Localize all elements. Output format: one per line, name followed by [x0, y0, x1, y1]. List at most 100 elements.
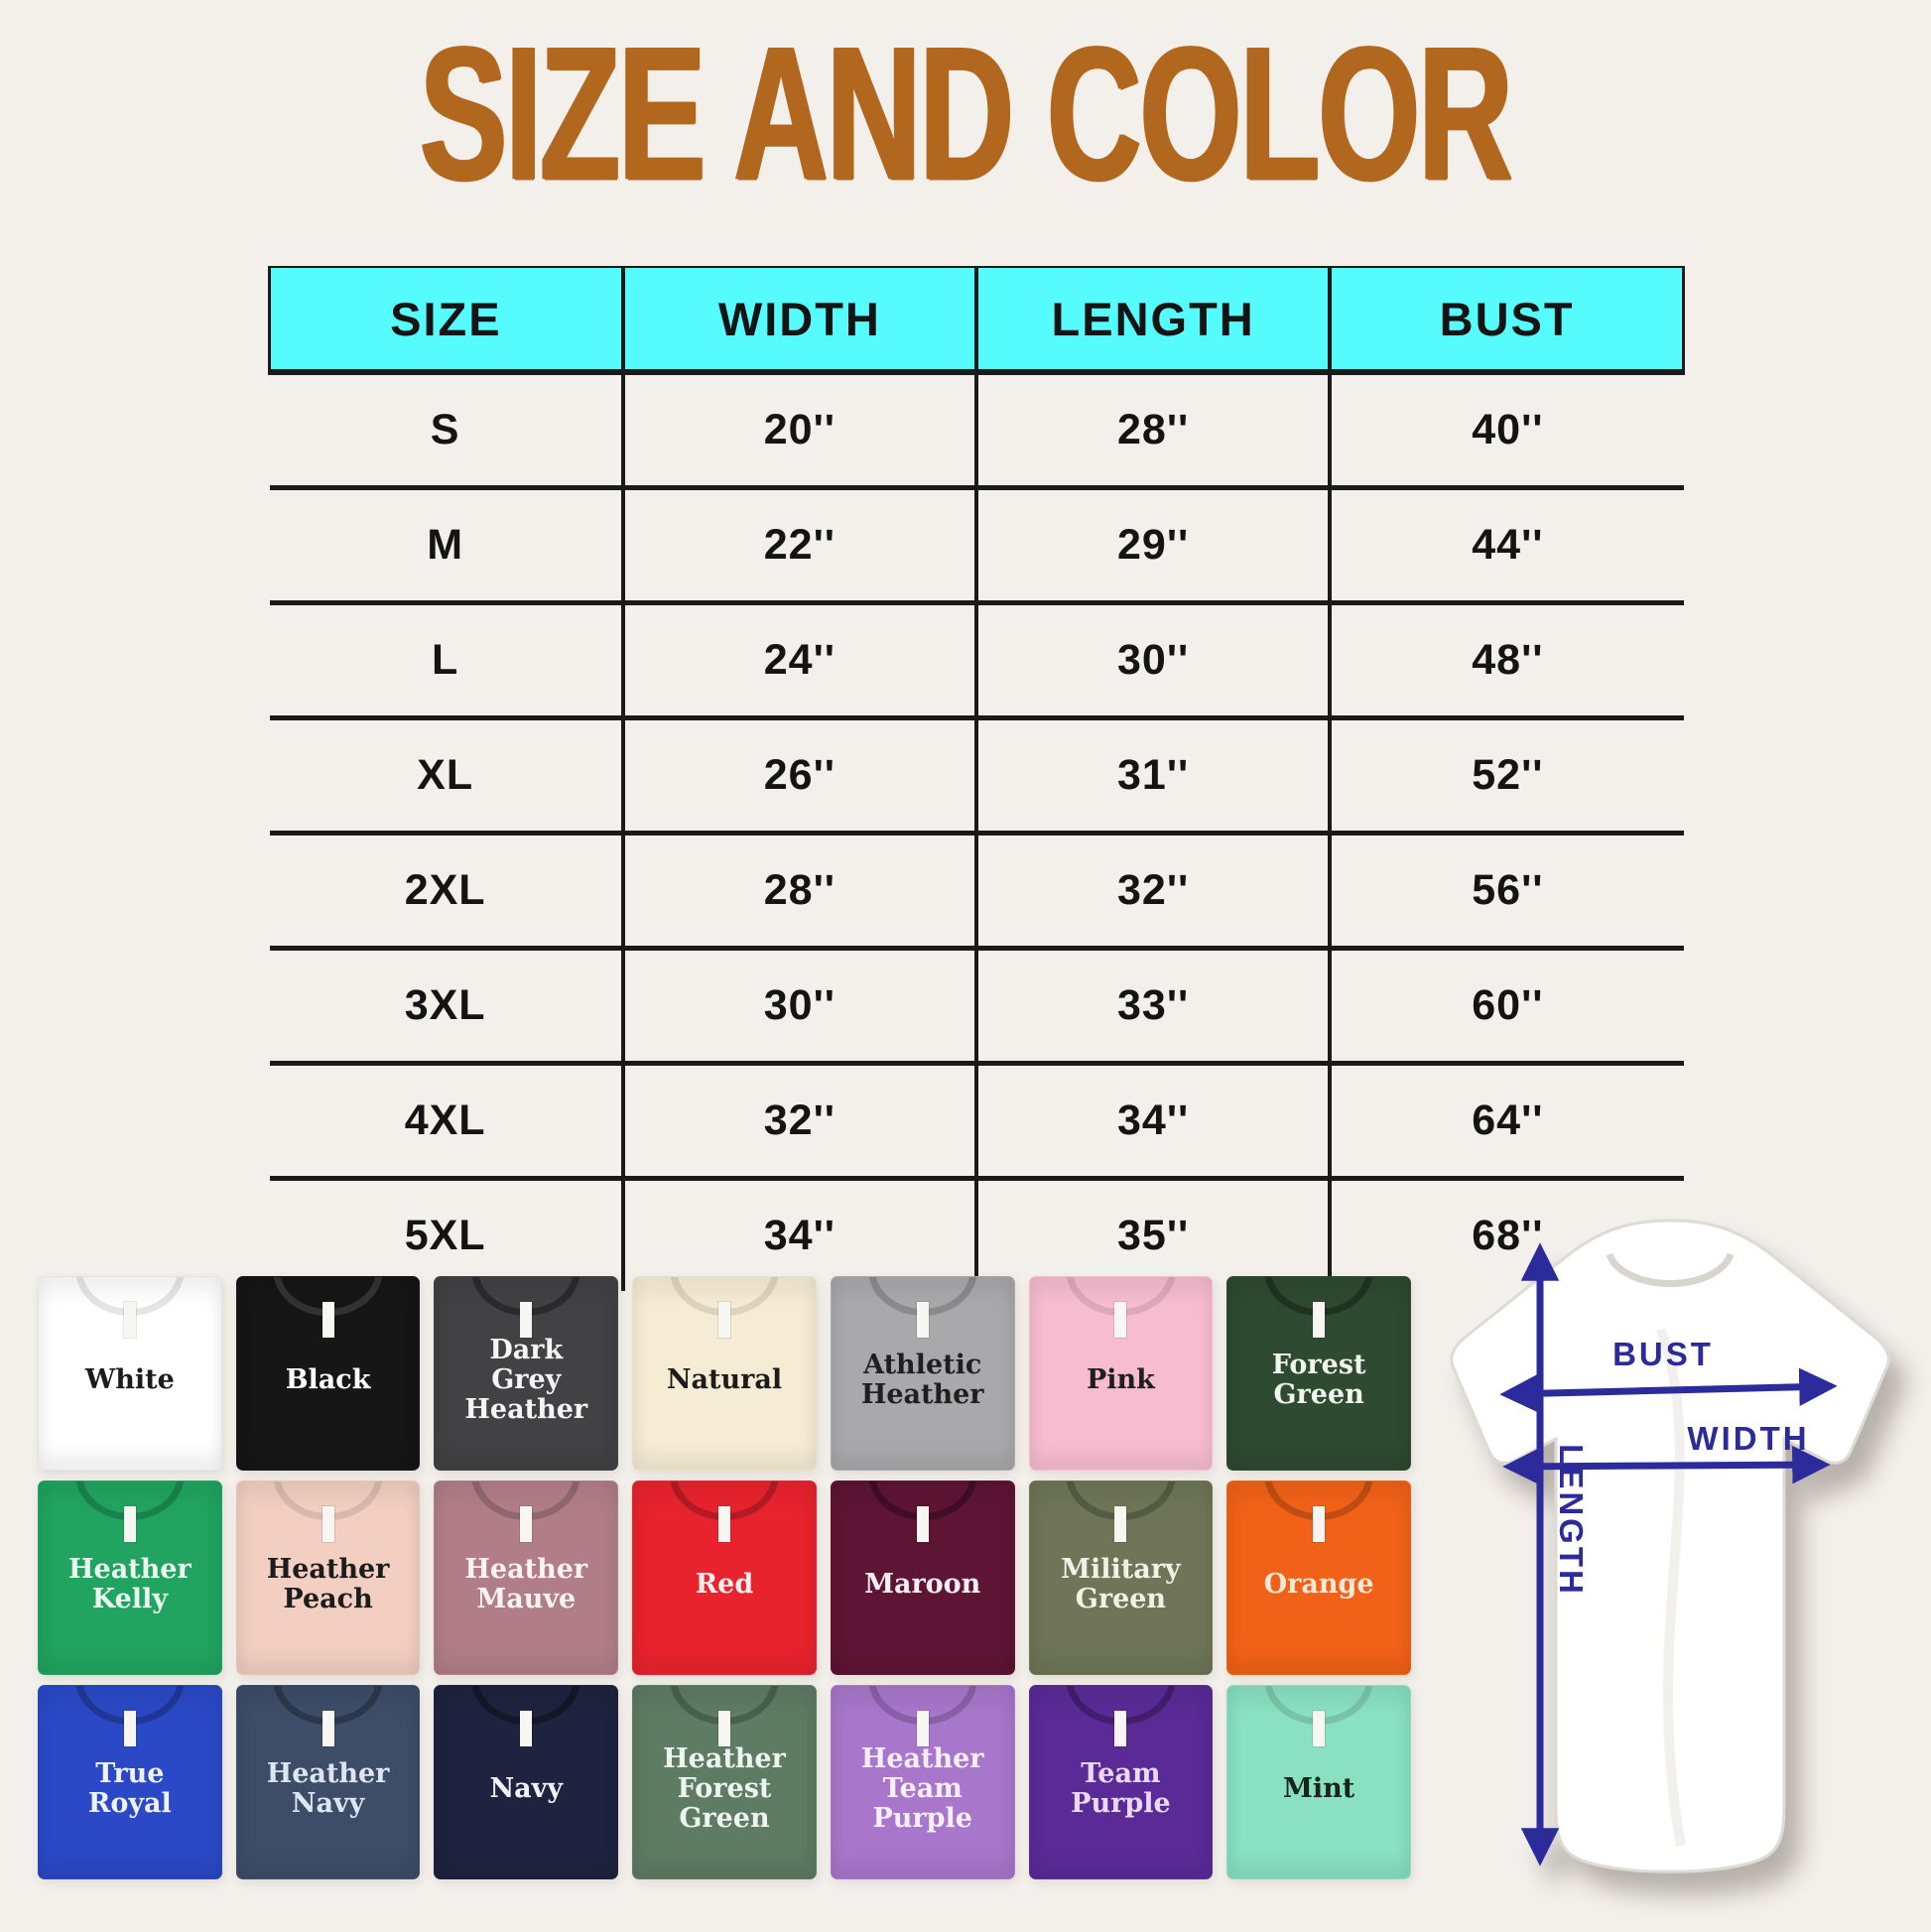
color-swatch-dark-grey-heather: Dark Grey Heather	[434, 1276, 619, 1471]
color-name-label: Heather Forest Green	[663, 1742, 786, 1835]
width-arrow	[1502, 1445, 1831, 1486]
size-chart-header: SIZE WIDTH LENGTH BUST	[267, 266, 1686, 372]
color-swatch-orange: Orange	[1226, 1481, 1411, 1675]
color-name-label: Red	[695, 1569, 754, 1601]
color-swatch-true-royal: True Royal	[38, 1685, 222, 1879]
size-label: 2XL	[404, 866, 486, 914]
size-row-2xl: 2XL 28'' 32'' 56''	[269, 833, 1684, 949]
folded-shirt-swatch: Forest Green	[1226, 1276, 1411, 1471]
measurement-value: 32''	[973, 833, 1331, 949]
folded-shirt-swatch: White	[38, 1276, 222, 1471]
color-name-label: Team Purple	[1071, 1758, 1171, 1820]
folded-shirt-swatch: Team Purple	[1028, 1685, 1214, 1879]
width-label: WIDTH	[1687, 1420, 1809, 1457]
color-name-label: White	[84, 1364, 175, 1396]
measurement-value: 32''	[620, 1063, 976, 1179]
color-swatch-mint: Mint	[1226, 1685, 1411, 1879]
measurement-value: 24''	[620, 602, 976, 718]
size-label: M	[427, 521, 464, 569]
folded-shirt-swatch: Pink	[1028, 1276, 1214, 1471]
measurement-value: 31''	[973, 717, 1331, 834]
measurement-value: 22''	[620, 487, 976, 603]
measurement-value: 56''	[1328, 833, 1684, 949]
color-swatch-heather-team-purple: Heather Team Purple	[830, 1685, 1015, 1879]
measurement-value: 40''	[1328, 372, 1684, 488]
color-swatch-heather-navy: Heather Navy	[235, 1685, 421, 1879]
page-title: SIZE AND COLOR	[420, 6, 1513, 220]
color-name-label: Natural	[666, 1364, 783, 1396]
measurement-value: 52''	[1328, 717, 1684, 834]
color-swatch-navy: Navy	[434, 1685, 619, 1879]
color-swatch-white: White	[38, 1276, 222, 1471]
column-header-bust: BUST	[1328, 266, 1686, 372]
measurement-value: 64''	[1328, 1063, 1684, 1179]
folded-shirt-swatch: Navy	[434, 1685, 619, 1879]
size-label: S	[430, 406, 460, 453]
tshirt-measurement-illustration: BUST WIDTH LENGTH	[1450, 1219, 1890, 1873]
size-row-s: S 20'' 28'' 40''	[270, 372, 1684, 488]
folded-shirt-swatch: Heather Peach	[235, 1481, 421, 1675]
color-swatch-team-purple: Team Purple	[1028, 1685, 1214, 1879]
color-swatch-pink: Pink	[1028, 1276, 1214, 1471]
color-swatch-black: Black	[235, 1276, 421, 1471]
size-chart-header-row: SIZE WIDTH LENGTH BUST	[267, 266, 1686, 372]
color-swatch-heather-forest-green: Heather Forest Green	[632, 1685, 817, 1879]
size-label: 4XL	[404, 1096, 486, 1144]
measurement-value: 48''	[1328, 602, 1684, 718]
bust-label: BUST	[1612, 1336, 1714, 1372]
measurement-value: 28''	[620, 833, 976, 949]
measurement-value: 30''	[620, 948, 976, 1064]
measurement-diagram: BUST WIDTH LENGTH	[1413, 1211, 1929, 1927]
size-row-m: M 22'' 29'' 44''	[269, 487, 1684, 603]
measurement-value: 28''	[973, 372, 1331, 488]
folded-shirt-swatch: Heather Kelly	[38, 1481, 222, 1675]
color-swatch-heather-peach: Heather Peach	[235, 1481, 421, 1675]
color-name-label: Mint	[1283, 1773, 1355, 1805]
column-header-size: SIZE	[267, 266, 623, 372]
folded-shirt-swatch: Athletic Heather	[830, 1276, 1015, 1471]
color-swatch-forest-green: Forest Green	[1226, 1276, 1411, 1471]
color-name-label: Athletic Heather	[860, 1350, 984, 1411]
measurement-value: 34''	[973, 1063, 1331, 1179]
size-row-l: L 24'' 30'' 48''	[269, 602, 1684, 718]
folded-shirt-swatch: Heather Mauve	[434, 1481, 619, 1675]
measurement-value: 44''	[1328, 487, 1684, 603]
folded-shirt-swatch: Military Green	[1028, 1481, 1214, 1675]
measurement-value: 60''	[1328, 948, 1684, 1064]
column-header-length: LENGTH	[973, 266, 1331, 372]
folded-shirt-swatch: Heather Team Purple	[830, 1685, 1015, 1879]
color-swatch-heather-mauve: Heather Mauve	[434, 1481, 619, 1675]
neckline-arc	[1606, 1252, 1735, 1288]
folded-shirt-swatch: Black	[235, 1276, 421, 1471]
measurement-value: 26''	[620, 717, 976, 834]
size-label: 3XL	[404, 981, 486, 1029]
color-swatch-heather-kelly: Heather Kelly	[38, 1481, 222, 1675]
color-name-label: Black	[285, 1364, 371, 1396]
size-label: XL	[417, 751, 474, 799]
color-name-label: Heather Peach	[266, 1554, 390, 1615]
color-name-label: Heather Navy	[266, 1758, 390, 1820]
size-label: L	[431, 636, 459, 684]
color-name-label: Heather Team Purple	[860, 1743, 984, 1835]
size-row-4xl: 4XL 32'' 34'' 64''	[269, 1063, 1684, 1179]
measurement-value: 29''	[973, 487, 1331, 603]
color-name-label: Navy	[489, 1773, 564, 1805]
folded-shirt-swatch: True Royal	[38, 1685, 222, 1879]
folded-shirt-swatch: Maroon	[830, 1481, 1015, 1675]
length-label: LENGTH	[1553, 1444, 1590, 1597]
size-row-5xl: 5XL 34'' 35'' 68''	[269, 1178, 1684, 1291]
size-row-3xl: 3XL 30'' 33'' 60''	[269, 948, 1684, 1064]
measurement-value: 34''	[620, 1178, 976, 1291]
color-name-label: Pink	[1086, 1364, 1155, 1396]
folded-shirt-swatch: Heather Forest Green	[632, 1685, 817, 1879]
color-swatch-maroon: Maroon	[830, 1481, 1015, 1675]
color-name-label: Heather Mauve	[464, 1554, 588, 1615]
folded-shirt-swatch: Mint	[1226, 1685, 1411, 1879]
color-swatch-grid: White Black Dark Grey Heather Natural Athlet…	[38, 1276, 1411, 1879]
folded-shirt-swatch: Red	[632, 1481, 817, 1675]
folded-shirt-swatch: Orange	[1226, 1481, 1411, 1675]
color-name-label: Heather Kelly	[68, 1554, 192, 1615]
measurement-value: 30''	[973, 602, 1331, 718]
folded-shirt-swatch: Heather Navy	[235, 1685, 421, 1879]
